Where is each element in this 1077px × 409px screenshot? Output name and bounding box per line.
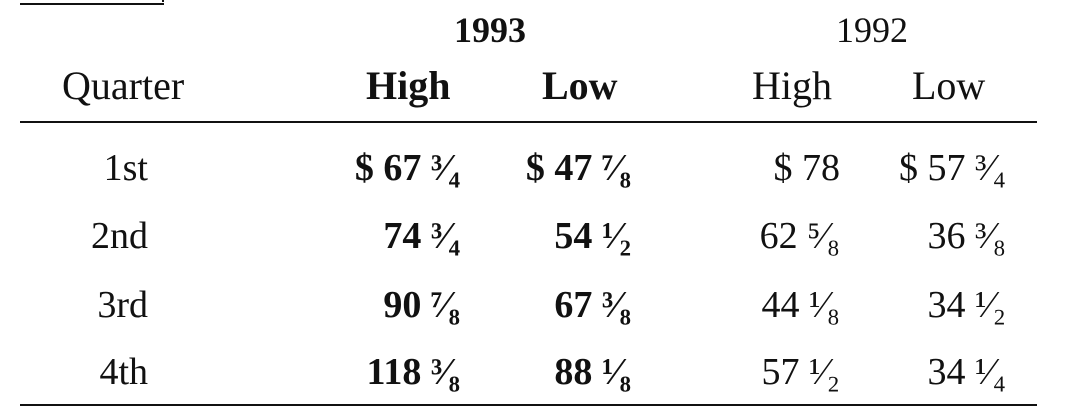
high-1992-cell: 44 ¹⁄₈ (761, 284, 841, 326)
table-row-3rd: 3rd 90 ⁷⁄₈ 67 ³⁄₈ 44 ¹⁄₈ 34 ¹⁄₂ (0, 280, 1077, 342)
year-1992-header: 1992 (836, 10, 908, 50)
table-row-2nd: 2nd 74 ³⁄₄ 54 ¹⁄₂ 62 ⁵⁄₈ 36 ³⁄₈ (0, 211, 1077, 273)
low-1992-cell: 34 ¹⁄₂ (927, 284, 1007, 326)
high-1993-cell: 118 ³⁄₈ (366, 351, 460, 393)
low-1993-cell: $ 47 ⁷⁄₈ (525, 147, 631, 189)
low-1992-cell: 36 ³⁄₈ (927, 215, 1007, 257)
low-1993-cell: 67 ³⁄₈ (554, 284, 631, 326)
low-1992-cell: $ 57 ³⁄₄ (899, 147, 1006, 189)
low-1993-cell: 88 ¹⁄₈ (554, 351, 631, 393)
table-bottom-rule (20, 404, 1037, 406)
low-1992-cell: 34 ¹⁄₄ (927, 351, 1007, 393)
table-row-1st: 1st $ 67 ³⁄₄ $ 47 ⁷⁄₈ $ 78 $ 57 ³⁄₄ (0, 143, 1077, 205)
low-1993-cell: 54 ¹⁄₂ (554, 215, 631, 257)
high-1992-cell: 62 ⁵⁄₈ (759, 215, 840, 257)
top-left-rule-mark (20, 0, 164, 5)
table-header-rule (20, 121, 1037, 123)
high-1992-cell: $ 78 (773, 147, 841, 189)
high-1992-column-header: High (752, 63, 832, 108)
quarter-cell: 4th (99, 351, 148, 393)
year-1993-header: 1993 (454, 10, 526, 50)
high-1993-cell: 74 ³⁄₄ (383, 215, 460, 257)
quarter-cell: 3rd (97, 284, 148, 326)
quarter-cell: 2nd (91, 215, 148, 257)
high-1992-cell: 57 ¹⁄₂ (761, 351, 841, 393)
table-row-4th: 4th 118 ³⁄₈ 88 ¹⁄₈ 57 ¹⁄₂ 34 ¹⁄₄ (0, 347, 1077, 409)
low-1993-column-header: Low (542, 63, 618, 108)
high-1993-column-header: High (366, 63, 451, 108)
quarter-column-header: Quarter (62, 63, 185, 108)
quarter-cell: 1st (103, 147, 148, 189)
low-1992-column-header: Low (912, 63, 986, 108)
high-1993-cell: 90 ⁷⁄₈ (383, 284, 460, 326)
high-1993-cell: $ 67 ³⁄₄ (354, 147, 460, 189)
